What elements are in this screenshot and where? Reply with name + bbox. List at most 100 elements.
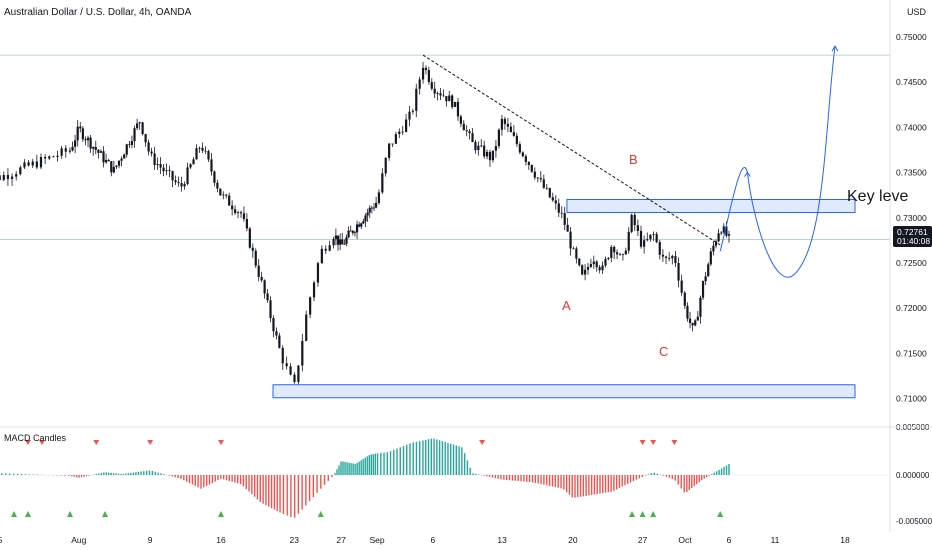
buy-signal-marker[interactable] xyxy=(639,511,646,517)
candle-body[interactable] xyxy=(236,212,240,214)
buy-signal-marker[interactable] xyxy=(102,511,108,517)
candle-body[interactable] xyxy=(465,130,468,132)
candle-body[interactable] xyxy=(216,182,219,189)
candle-body[interactable] xyxy=(192,159,195,165)
sell-signal-marker[interactable] xyxy=(218,440,224,445)
candle-body[interactable] xyxy=(153,153,156,166)
candle-body[interactable] xyxy=(408,111,411,120)
candle-body[interactable] xyxy=(345,237,348,244)
candle-body[interactable] xyxy=(334,235,337,240)
candle-body[interactable] xyxy=(125,144,128,155)
candle-body[interactable] xyxy=(704,276,707,282)
candle-body[interactable] xyxy=(384,157,387,174)
candle-body[interactable] xyxy=(439,93,442,96)
candle-body[interactable] xyxy=(94,146,97,150)
candle-body[interactable] xyxy=(500,118,503,130)
candle-body[interactable] xyxy=(130,141,134,145)
candle-body[interactable] xyxy=(453,101,457,107)
candle-body[interactable] xyxy=(120,158,123,161)
candle-body[interactable] xyxy=(141,122,144,135)
candle-body[interactable] xyxy=(503,118,506,124)
candle-body[interactable] xyxy=(74,140,77,147)
candle-body[interactable] xyxy=(112,166,115,173)
candle-body[interactable] xyxy=(162,167,165,172)
candle-body[interactable] xyxy=(159,164,162,168)
candle-body[interactable] xyxy=(48,156,51,159)
candle-body[interactable] xyxy=(316,263,320,283)
candle-body[interactable] xyxy=(630,214,633,232)
candle-body[interactable] xyxy=(364,215,367,222)
candle-body[interactable] xyxy=(686,305,689,319)
candle-body[interactable] xyxy=(404,119,408,132)
candle-body[interactable] xyxy=(228,195,231,206)
candle-body[interactable] xyxy=(23,162,26,168)
candle-body[interactable] xyxy=(415,88,418,111)
candle-body[interactable] xyxy=(328,245,331,251)
candle-body[interactable] xyxy=(717,233,720,242)
sell-signal-marker[interactable] xyxy=(479,440,486,445)
candle-body[interactable] xyxy=(391,143,394,145)
candle-body[interactable] xyxy=(607,257,610,259)
buy-signal-marker[interactable] xyxy=(317,511,324,517)
candle-body[interactable] xyxy=(15,174,18,177)
candle-body[interactable] xyxy=(615,252,619,255)
candle-body[interactable] xyxy=(320,248,323,264)
candle-body[interactable] xyxy=(491,150,495,161)
candle-body[interactable] xyxy=(633,214,636,226)
candle-body[interactable] xyxy=(370,207,373,209)
candle-body[interactable] xyxy=(722,226,725,233)
candle-body[interactable] xyxy=(362,221,365,224)
candle-body[interactable] xyxy=(165,170,168,172)
candle-body[interactable] xyxy=(27,162,30,166)
candle-body[interactable] xyxy=(180,183,183,187)
candle-body[interactable] xyxy=(677,263,680,281)
candle-body[interactable] xyxy=(518,144,521,153)
candle-body[interactable] xyxy=(471,133,474,143)
descending-trendline[interactable] xyxy=(422,54,721,246)
candle-body[interactable] xyxy=(107,159,110,162)
candle-body[interactable] xyxy=(79,126,82,129)
sell-signal-marker[interactable] xyxy=(650,440,657,445)
sell-signal-marker[interactable] xyxy=(147,440,154,445)
candle-body[interactable] xyxy=(272,318,275,332)
candle-body[interactable] xyxy=(198,147,201,149)
candle-body[interactable] xyxy=(324,248,327,251)
candle-body[interactable] xyxy=(349,230,352,232)
candle-body[interactable] xyxy=(448,95,451,102)
candle-body[interactable] xyxy=(694,320,697,326)
candle-body[interactable] xyxy=(332,239,335,246)
candle-body[interactable] xyxy=(401,131,404,133)
candle-body[interactable] xyxy=(554,200,557,204)
candle-body[interactable] xyxy=(381,173,384,193)
candle-body[interactable] xyxy=(366,212,369,216)
candle-body[interactable] xyxy=(398,131,401,135)
candle-body[interactable] xyxy=(186,167,189,185)
candle-body[interactable] xyxy=(709,251,712,265)
candle-body[interactable] xyxy=(123,154,126,159)
candle-body[interactable] xyxy=(144,134,147,143)
price-pane[interactable] xyxy=(0,45,890,399)
sell-signal-marker[interactable] xyxy=(671,440,678,445)
candle-body[interactable] xyxy=(566,224,569,232)
sell-signal-marker[interactable] xyxy=(639,440,646,445)
candle-body[interactable] xyxy=(548,188,551,198)
candle-body[interactable] xyxy=(92,146,95,149)
candle-body[interactable] xyxy=(245,219,249,229)
candle-body[interactable] xyxy=(688,318,692,323)
candle-body[interactable] xyxy=(427,69,430,83)
candle-body[interactable] xyxy=(468,131,471,134)
candle-body[interactable] xyxy=(624,250,627,255)
candle-body[interactable] xyxy=(353,232,357,234)
candle-body[interactable] xyxy=(664,256,668,258)
candle-body[interactable] xyxy=(671,256,674,259)
candle-body[interactable] xyxy=(421,67,425,80)
candle-body[interactable] xyxy=(618,254,622,256)
candle-body[interactable] xyxy=(456,101,460,117)
candle-body[interactable] xyxy=(248,228,251,248)
candle-body[interactable] xyxy=(156,164,159,166)
candle-body[interactable] xyxy=(621,254,625,256)
candle-body[interactable] xyxy=(524,156,527,162)
candle-body[interactable] xyxy=(39,157,43,168)
candle-body[interactable] xyxy=(613,246,616,253)
candle-body[interactable] xyxy=(674,256,677,264)
